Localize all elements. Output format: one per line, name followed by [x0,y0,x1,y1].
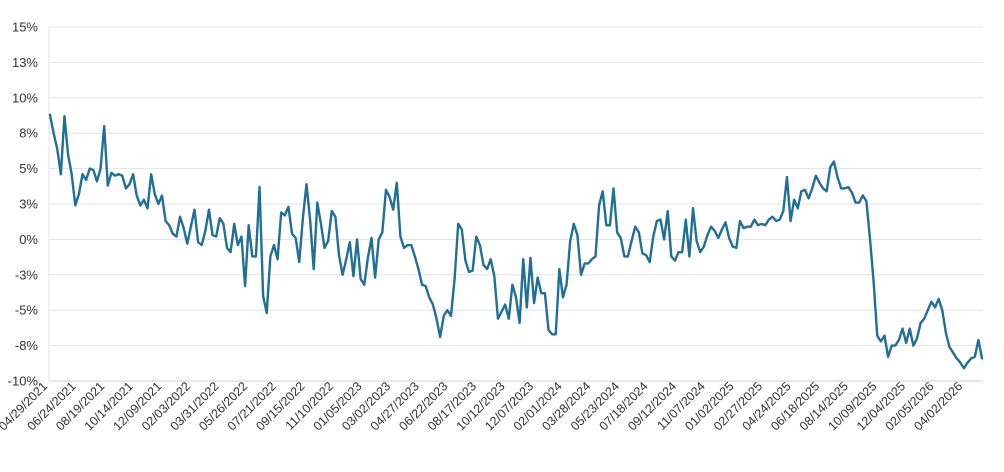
y-tick-label: 5% [19,161,38,176]
y-tick-label: 0% [19,232,38,247]
y-tick-label: -10% [8,374,39,389]
series-layer [48,113,984,370]
gridlines [48,26,983,382]
y-tick-label: -8% [15,338,39,353]
y-tick-label: 15% [12,20,38,35]
y-tick-label: -5% [15,303,39,318]
y-tick-label: -3% [15,267,39,282]
y-tick-label: 3% [19,197,38,212]
y-axis-tick-labels: 15% 13% 10% 8% 5% 3% 0% -3% -5% -8% -10% [8,20,39,389]
y-tick-label: 13% [12,55,38,70]
series-line-0 [48,113,984,370]
y-tick-label: 10% [12,90,38,105]
x-axis-tick-labels: 04/29/202106/24/202108/19/202110/14/2021… [0,379,965,433]
y-tick-label: 8% [19,126,38,141]
